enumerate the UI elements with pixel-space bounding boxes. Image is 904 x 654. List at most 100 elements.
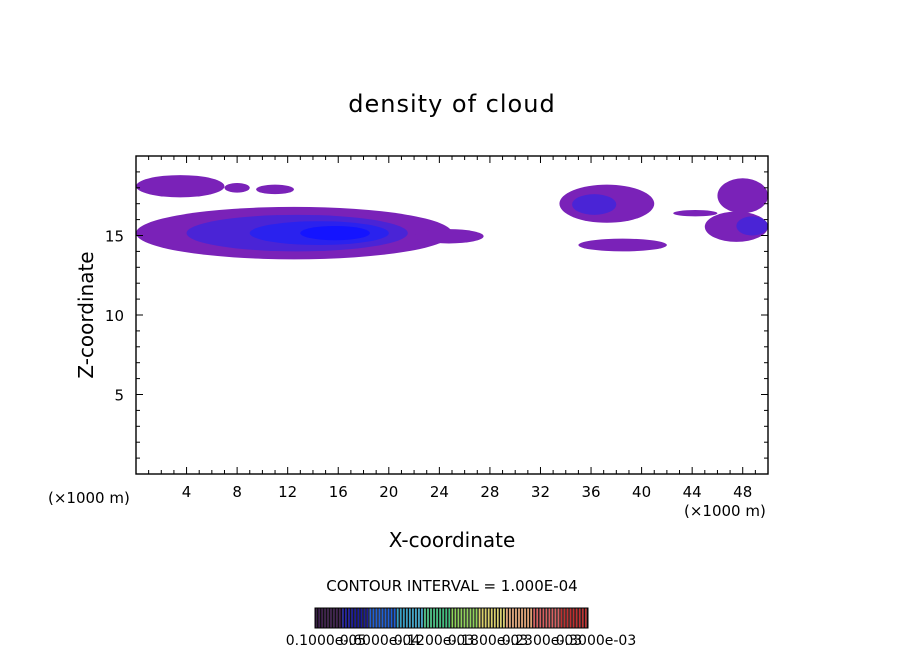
colorbar-stripe	[475, 608, 478, 628]
colorbar-stripe	[565, 608, 567, 628]
colorbar-stripe	[360, 608, 363, 628]
colorbar-stripe	[510, 608, 513, 628]
colorbar-stripe	[377, 608, 379, 628]
x-unit-left: (×1000 m)	[48, 489, 130, 507]
colorbar-stripe	[387, 608, 390, 628]
y-tick-label: 5	[114, 387, 124, 405]
colorbar-stripe	[316, 608, 319, 628]
colorbar	[315, 608, 588, 628]
density-region-10	[578, 238, 667, 252]
colorbar-stripe	[566, 608, 569, 628]
colorbar-stripe	[427, 608, 429, 628]
colorbar-stripe	[524, 608, 526, 628]
colorbar-stripe	[371, 608, 373, 628]
colorbar-stripe	[333, 608, 335, 628]
colorbar-stripe	[351, 608, 354, 628]
x-tick-label: 16	[329, 483, 348, 501]
colorbar-stripe	[568, 608, 570, 628]
colorbar-stripe	[392, 608, 394, 628]
colorbar-stripe	[447, 608, 449, 628]
colorbar-stripe	[577, 608, 579, 628]
x-tick-label: 44	[683, 483, 702, 501]
colorbar-stripe	[347, 608, 349, 628]
colorbar-stripe	[357, 608, 360, 628]
colorbar-stripe	[583, 608, 585, 628]
colorbar-stripe	[318, 608, 320, 628]
colorbar-stripe	[407, 608, 410, 628]
colorbar-stripe	[433, 608, 435, 628]
plot-frame	[135, 155, 769, 475]
colorbar-stripe	[553, 608, 555, 628]
colorbar-stripe	[365, 608, 367, 628]
colorbar-stripe	[330, 608, 332, 628]
colorbar-stripe	[390, 608, 393, 628]
x-tick-label: 12	[278, 483, 297, 501]
colorbar-stripe	[460, 608, 463, 628]
colorbar-stripe	[413, 608, 416, 628]
colorbar-stripe	[580, 608, 582, 628]
colorbar-labels: 0.1000e-050.6000e-040.1200e-030.1800e-03…	[286, 633, 636, 649]
colorbar-stripe	[315, 608, 317, 628]
colorbar-stripe	[404, 608, 406, 628]
colorbar-stripe	[396, 608, 399, 628]
colorbar-stripe	[478, 608, 481, 628]
colorbar-stripe	[334, 608, 337, 628]
colorbar-stripe	[430, 608, 432, 628]
colorbar-stripe	[507, 608, 510, 628]
colorbar-stripe	[559, 608, 561, 628]
colorbar-stripe	[472, 608, 475, 628]
colorbar-stripe	[451, 608, 454, 628]
colorbar-stripe	[501, 608, 504, 628]
colorbar-stripe	[378, 608, 381, 628]
contour-interval: CONTOUR INTERVAL = 1.000E-04	[326, 577, 577, 595]
colorbar-stripe	[486, 608, 488, 628]
colorbar-label: 0.3000e-03	[556, 633, 636, 649]
colorbar-stripe	[444, 608, 446, 628]
y-tick-labels: 5 10 15	[105, 228, 124, 405]
x-tick-label: 48	[733, 483, 752, 501]
colorbar-stripe	[321, 608, 323, 628]
colorbar-stripe	[503, 608, 505, 628]
x-tick-label: 28	[480, 483, 499, 501]
colorbar-stripe	[480, 608, 482, 628]
colorbar-stripe	[431, 608, 434, 628]
colorbar-stripe	[493, 608, 496, 628]
colorbar-stripe	[509, 608, 511, 628]
y-axis-label: Z-coordinate	[74, 251, 98, 378]
colorbar-stripe	[542, 608, 545, 628]
colorbar-stripe	[343, 608, 346, 628]
colorbar-stripe	[492, 608, 494, 628]
axis-ticks	[136, 156, 768, 474]
colorbar-stripe	[500, 608, 502, 628]
colorbar-stripe	[399, 608, 402, 628]
colorbar-stripe	[530, 608, 533, 628]
colorbar-stripe	[484, 608, 487, 628]
colorbar-stripe	[504, 608, 507, 628]
chart-title: density of cloud	[348, 90, 555, 118]
colorbar-stripe	[362, 608, 364, 628]
colorbar-stripe	[481, 608, 484, 628]
colorbar-stripe	[584, 608, 587, 628]
colorbar-stripe	[551, 608, 554, 628]
x-axis-label: X-coordinate	[389, 528, 516, 552]
colorbar-stripe	[506, 608, 508, 628]
colorbar-stripe	[536, 608, 539, 628]
colorbar-stripe	[532, 608, 534, 628]
colorbar-stripe	[453, 608, 455, 628]
colorbar-stripe	[462, 608, 464, 628]
colorbar-stripe	[345, 608, 348, 628]
x-tick-labels: 4 8 12 16 20 24 28 32 36 40 44 48	[182, 483, 752, 501]
colorbar-stripe	[336, 608, 338, 628]
y-tick-label: 10	[105, 307, 124, 325]
colorbar-stripe	[436, 608, 439, 628]
colorbar-stripe	[424, 608, 426, 628]
cloud-density-fill	[136, 175, 769, 260]
density-region-12	[717, 178, 768, 214]
colorbar-stripe	[393, 608, 396, 628]
colorbar-stripe	[410, 608, 413, 628]
colorbar-stripe	[519, 608, 522, 628]
colorbar-stripe	[471, 608, 473, 628]
colorbar-stripe	[325, 608, 328, 628]
y-tick-label: 15	[105, 228, 124, 246]
colorbar-stripe	[490, 608, 493, 628]
